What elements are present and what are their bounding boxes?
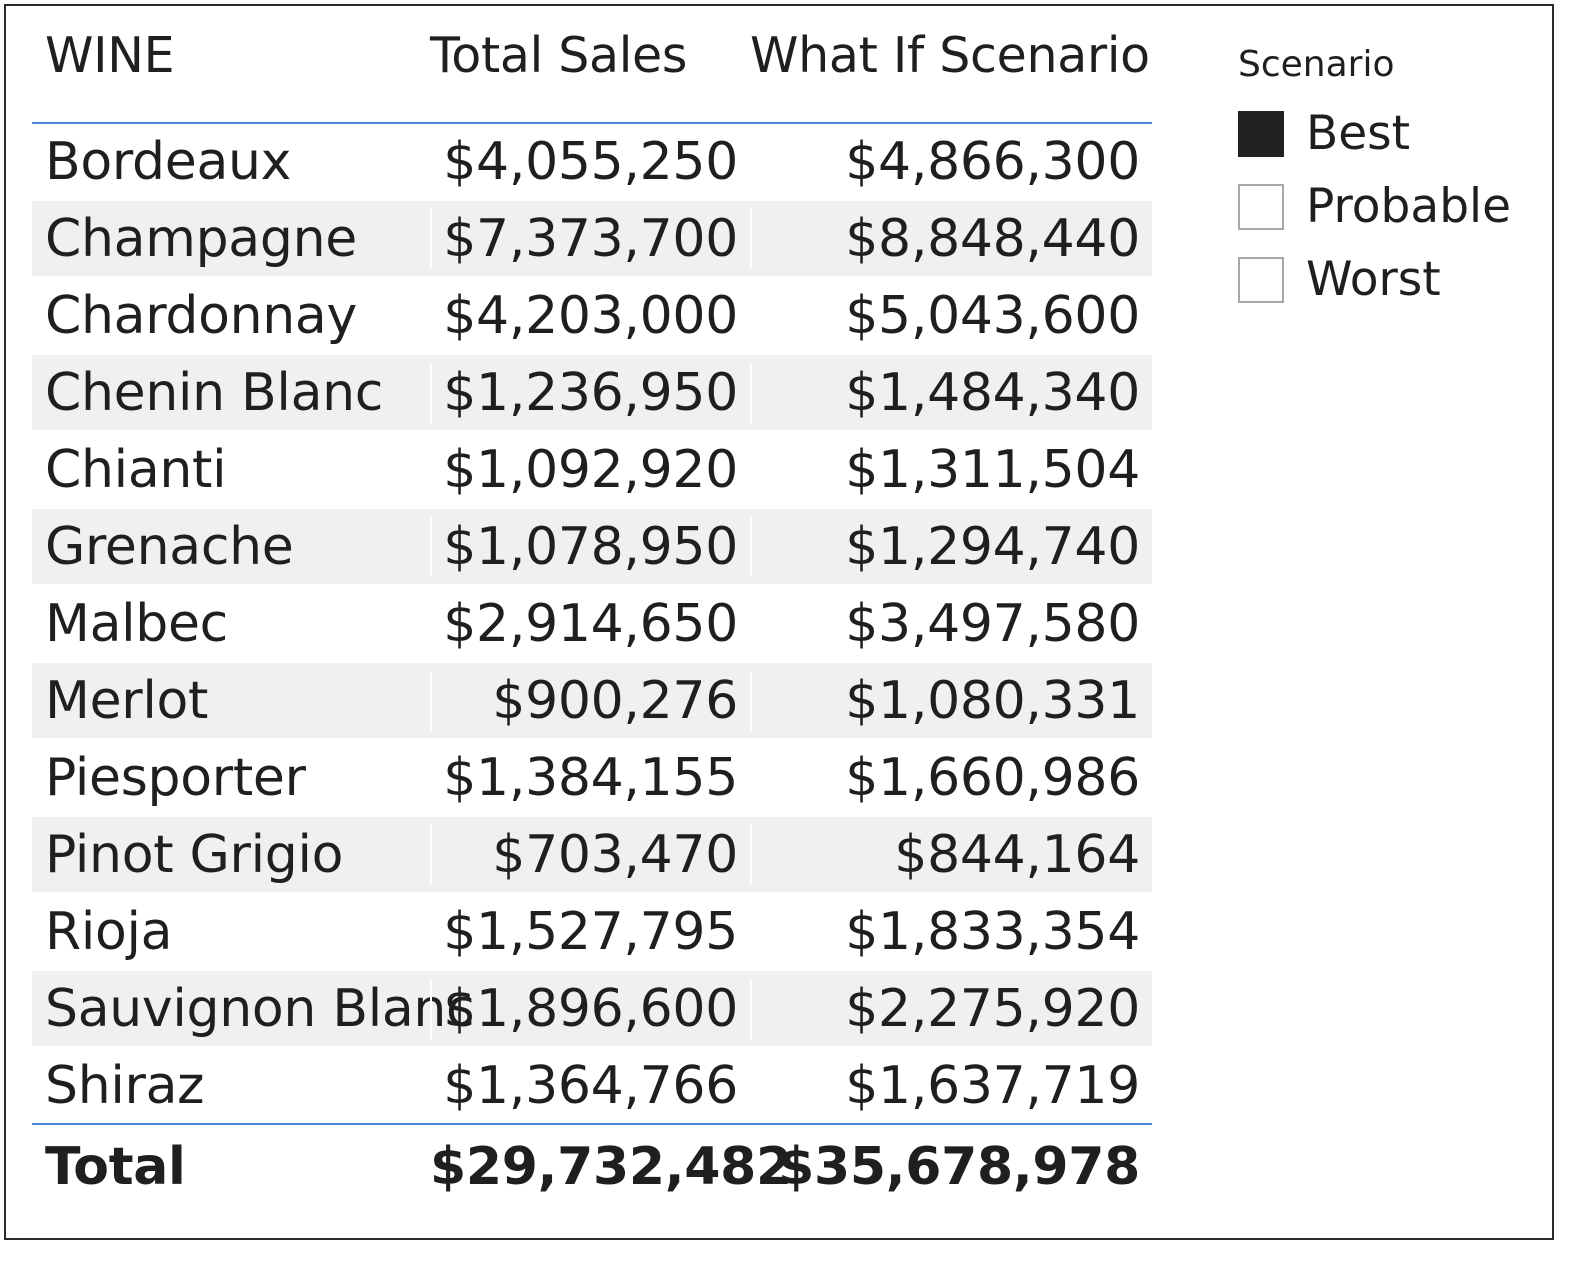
slicer-item-label: Worst xyxy=(1306,252,1441,307)
table-row[interactable]: Grenache $1,078,950 $1,294,740 xyxy=(32,509,1152,586)
cell-total-sales: $4,203,000 xyxy=(430,285,750,346)
cell-what-if: $1,311,504 xyxy=(750,439,1152,500)
cell-total-sales: $1,364,766 xyxy=(430,1055,750,1116)
checkbox-worst[interactable] xyxy=(1238,256,1284,303)
cell-total-sales: $1,236,950 xyxy=(430,362,750,423)
table-row[interactable]: Piesporter $1,384,155 $1,660,986 xyxy=(32,740,1152,817)
cell-what-if: $5,043,600 xyxy=(750,285,1152,346)
table-row[interactable]: Bordeaux $4,055,250 $4,866,300 xyxy=(32,124,1152,201)
cell-wine: Malbec xyxy=(45,593,228,654)
cell-wine: Shiraz xyxy=(45,1055,205,1116)
table-row[interactable]: Chardonnay $4,203,000 $5,043,600 xyxy=(32,278,1152,355)
cell-wine: Chardonnay xyxy=(45,285,357,346)
table-row[interactable]: Chianti $1,092,920 $1,311,504 xyxy=(32,432,1152,509)
cell-wine: Rioja xyxy=(45,901,173,962)
slicer-item-worst[interactable]: Worst xyxy=(1234,243,1534,316)
cell-total-sales: $1,527,795 xyxy=(430,901,750,962)
cell-what-if: $8,848,440 xyxy=(750,208,1152,269)
table-row[interactable]: Merlot $900,276 $1,080,331 xyxy=(32,663,1152,740)
cell-wine: Sauvignon Blanc xyxy=(45,978,475,1039)
cell-wine: Grenache xyxy=(45,516,294,577)
table-row[interactable]: Champagne $7,373,700 $8,848,440 xyxy=(32,201,1152,278)
cell-what-if: $1,294,740 xyxy=(750,516,1152,577)
slicer-item-probable[interactable]: Probable xyxy=(1234,170,1534,243)
report-frame: WINE Total Sales What If Scenario Bordea… xyxy=(4,4,1554,1240)
cell-wine: Bordeaux xyxy=(45,131,292,192)
table-row[interactable]: Chenin Blanc $1,236,950 $1,484,340 xyxy=(32,355,1152,432)
header-total-sales[interactable]: Total Sales xyxy=(430,27,688,84)
what-if-sum: $35,678,978 xyxy=(778,1137,1140,1197)
table-row[interactable]: Pinot Grigio $703,470 $844,164 xyxy=(32,817,1152,894)
cell-total-sales: $2,914,650 xyxy=(430,593,750,654)
cell-what-if: $1,080,331 xyxy=(750,670,1152,731)
table-row[interactable]: Shiraz $1,364,766 $1,637,719 xyxy=(32,1048,1152,1125)
cell-wine: Piesporter xyxy=(45,747,306,808)
checkbox-probable[interactable] xyxy=(1238,183,1284,230)
cell-what-if: $1,637,719 xyxy=(750,1055,1152,1116)
cell-wine: Chianti xyxy=(45,439,227,500)
table-header: WINE Total Sales What If Scenario xyxy=(32,16,1152,124)
cell-what-if: $3,497,580 xyxy=(750,593,1152,654)
cell-total-sales: $900,276 xyxy=(430,670,750,731)
cell-total-sales: $7,373,700 xyxy=(430,208,750,269)
table-row[interactable]: Rioja $1,527,795 $1,833,354 xyxy=(32,894,1152,971)
cell-what-if: $844,164 xyxy=(750,824,1152,885)
cell-total-sales: $1,078,950 xyxy=(430,516,750,577)
table-row[interactable]: Sauvignon Blanc $1,896,600 $2,275,920 xyxy=(32,971,1152,1048)
table-row[interactable]: Malbec $2,914,650 $3,497,580 xyxy=(32,586,1152,663)
cell-wine: Chenin Blanc xyxy=(45,362,384,423)
total-sales-sum: $29,732,482 xyxy=(430,1137,792,1197)
cell-total-sales: $4,055,250 xyxy=(430,131,750,192)
slicer-title: Scenario xyxy=(1238,44,1395,85)
cell-what-if: $1,833,354 xyxy=(750,901,1152,962)
slicer-item-label: Best xyxy=(1306,106,1411,161)
table-total-row: Total $29,732,482 $35,678,978 xyxy=(32,1123,1152,1209)
cell-wine: Merlot xyxy=(45,670,209,731)
cell-wine: Pinot Grigio xyxy=(45,824,344,885)
cell-total-sales: $1,092,920 xyxy=(430,439,750,500)
wine-table[interactable]: WINE Total Sales What If Scenario Bordea… xyxy=(32,16,1152,1209)
header-what-if-scenario[interactable]: What If Scenario xyxy=(750,27,1150,84)
scenario-slicer: Scenario Best Probable Worst xyxy=(1234,44,1534,316)
cell-total-sales: $703,470 xyxy=(430,824,750,885)
total-label: Total xyxy=(45,1137,186,1197)
slicer-item-label: Probable xyxy=(1306,179,1512,234)
cell-what-if: $2,275,920 xyxy=(750,978,1152,1039)
cell-total-sales: $1,896,600 xyxy=(430,978,750,1039)
checkbox-best[interactable] xyxy=(1238,110,1284,157)
cell-total-sales: $1,384,155 xyxy=(430,747,750,808)
header-wine[interactable]: WINE xyxy=(45,27,175,84)
slicer-item-best[interactable]: Best xyxy=(1234,97,1534,170)
cell-what-if: $1,660,986 xyxy=(750,747,1152,808)
cell-wine: Champagne xyxy=(45,208,357,269)
cell-what-if: $4,866,300 xyxy=(750,131,1152,192)
cell-what-if: $1,484,340 xyxy=(750,362,1152,423)
